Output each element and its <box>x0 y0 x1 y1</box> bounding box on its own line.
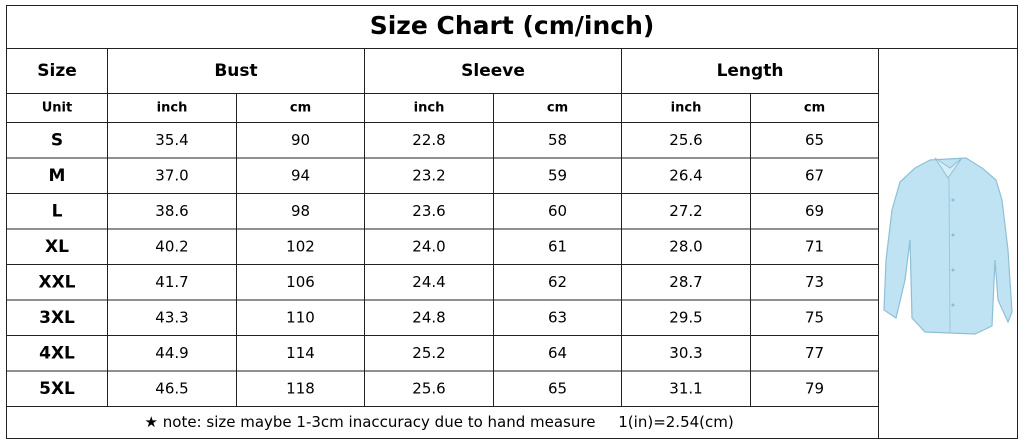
cell: 118 <box>286 379 315 397</box>
unit: cm <box>804 101 825 116</box>
cell: 22.8 <box>412 131 445 149</box>
unit: inch <box>671 101 702 116</box>
cell: 63 <box>548 308 567 326</box>
size-label: XXL <box>38 272 75 292</box>
unit: cm <box>290 101 311 116</box>
conversion: 1(in)=2.54(cm) <box>618 413 733 431</box>
cell: 67 <box>805 166 824 184</box>
cell: 110 <box>286 308 315 326</box>
size-label: 5XL <box>39 379 75 399</box>
cell: 114 <box>286 344 315 362</box>
cell: 38.6 <box>155 202 188 220</box>
header-group: Sleeve <box>461 61 525 81</box>
unit: inch <box>157 101 188 116</box>
cell: 29.5 <box>669 308 702 326</box>
cell: 59 <box>548 166 567 184</box>
cell: 41.7 <box>155 273 188 291</box>
cell: 60 <box>548 202 567 220</box>
cell: 25.6 <box>669 131 702 149</box>
cell: 71 <box>805 237 824 255</box>
header-size: Size <box>37 61 77 81</box>
cell: 98 <box>291 202 310 220</box>
cell: 94 <box>291 166 310 184</box>
cell: 79 <box>805 379 824 397</box>
cell: 23.2 <box>412 166 445 184</box>
cell: 24.8 <box>412 308 445 326</box>
cell: 37.0 <box>155 166 188 184</box>
cell: 65 <box>548 379 567 397</box>
cell: 62 <box>548 273 567 291</box>
cell: 61 <box>548 237 567 255</box>
size-label: M <box>49 166 66 186</box>
size-label: S <box>51 130 63 150</box>
shirt-image <box>883 157 1013 335</box>
cell: 24.0 <box>412 237 445 255</box>
cell: 77 <box>805 344 824 362</box>
cell: 40.2 <box>155 237 188 255</box>
cell: 30.3 <box>669 344 702 362</box>
size-label: 3XL <box>39 308 75 328</box>
cell: 58 <box>548 131 567 149</box>
header-group: Length <box>717 61 784 81</box>
cell: 64 <box>548 344 567 362</box>
cell: 69 <box>805 202 824 220</box>
unit: cm <box>547 101 568 116</box>
cell: 46.5 <box>155 379 188 397</box>
cell: 28.7 <box>669 273 702 291</box>
cell: 25.2 <box>412 344 445 362</box>
cell: 24.4 <box>412 273 445 291</box>
size-label: 4XL <box>39 343 75 363</box>
cell: 35.4 <box>155 131 188 149</box>
note: ★ note: size maybe 1-3cm inaccuracy due … <box>145 413 596 431</box>
title: Size Chart (cm/inch) <box>370 11 655 40</box>
cell: 106 <box>286 273 315 291</box>
cell: 25.6 <box>412 379 445 397</box>
unit: inch <box>414 101 445 116</box>
header-group: Bust <box>214 61 257 81</box>
cell: 43.3 <box>155 308 188 326</box>
size-label: L <box>52 201 63 221</box>
cell: 28.0 <box>669 237 702 255</box>
cell: 44.9 <box>155 344 188 362</box>
outer-border <box>6 5 1018 439</box>
cell: 65 <box>805 131 824 149</box>
cell: 26.4 <box>669 166 702 184</box>
cell: 27.2 <box>669 202 702 220</box>
cell: 31.1 <box>669 379 702 397</box>
unit-label: Unit <box>42 101 72 116</box>
cell: 73 <box>805 273 824 291</box>
cell: 90 <box>291 131 310 149</box>
cell: 75 <box>805 308 824 326</box>
cell: 102 <box>286 237 315 255</box>
size-label: XL <box>45 237 69 257</box>
cell: 23.6 <box>412 202 445 220</box>
